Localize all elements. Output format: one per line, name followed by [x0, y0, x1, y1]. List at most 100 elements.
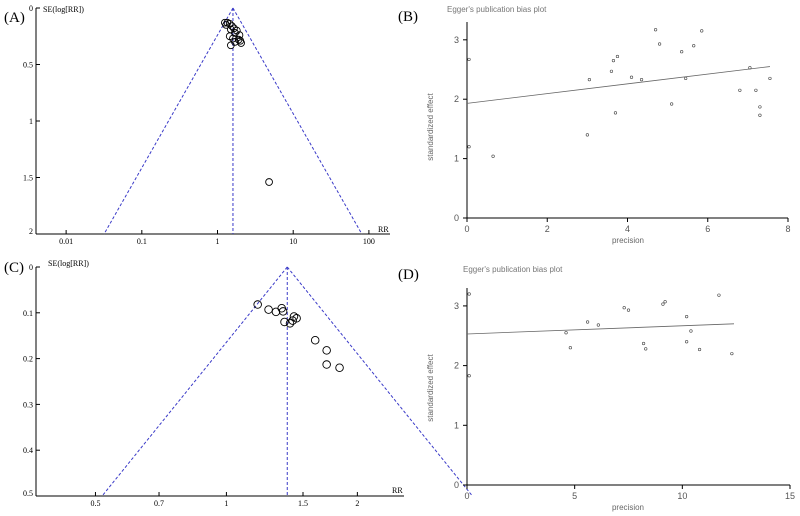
x-tick-label-c: 0.5: [90, 499, 100, 508]
study-point-b: [629, 75, 634, 79]
x-axis-title-b: precision: [612, 236, 644, 245]
egger-title-b: Egger's publication bias plot: [447, 5, 547, 14]
y-tick-label-a: 2: [29, 227, 33, 236]
x-tick-label-d: 10: [677, 491, 687, 501]
study-point-c: [310, 336, 320, 345]
study-point-d: [467, 292, 471, 296]
study-point-b: [587, 78, 591, 82]
study-point-d: [641, 341, 646, 346]
y-axis-title-d: standardized effect: [426, 353, 435, 421]
study-point-b: [653, 28, 658, 32]
study-point-d: [622, 306, 626, 310]
panel-label-b: (B): [398, 9, 418, 25]
study-point-d: [730, 352, 734, 356]
study-point-d: [717, 293, 721, 297]
x-tick-label-b: 2: [545, 224, 550, 234]
x-tick-label-c: 1: [224, 499, 228, 508]
x-tick-label-c: 0.7: [154, 499, 164, 508]
study-point-b: [585, 133, 589, 137]
study-point-d: [467, 374, 471, 378]
study-point-d: [689, 329, 693, 333]
study-point-c: [278, 307, 288, 316]
x-tick-label-a: 0.1: [137, 237, 147, 246]
egger-plot-d: (D) Egger's publication bias plot precis…: [398, 265, 795, 512]
study-point-a: [220, 18, 229, 27]
study-point-b: [657, 42, 662, 46]
study-point-c: [322, 360, 331, 369]
y-tick-label-c: 0.4: [23, 446, 33, 455]
x-tick-label-d: 0: [464, 491, 469, 501]
y-tick-label-c: 0: [29, 263, 33, 272]
study-point-d: [685, 340, 689, 344]
x-tick-label-d: 5: [572, 491, 577, 501]
study-point-d: [626, 308, 631, 312]
study-point-d: [685, 315, 689, 319]
funnel-left-bound-c: [101, 266, 288, 497]
egger-title-d: Egger's publication bias plot: [463, 265, 563, 274]
x-axis-title-d: precision: [612, 503, 644, 512]
study-point-b: [758, 113, 762, 117]
y-tick-label-d: 1: [454, 420, 459, 430]
study-point-a: [228, 22, 236, 30]
x-axis-title-a: RR: [378, 225, 389, 234]
y-tick-label-d: 0: [454, 480, 459, 490]
study-point-d: [697, 347, 702, 352]
y-tick-label-a: 0: [29, 4, 33, 13]
regression-line-d: [466, 323, 735, 335]
x-tick-label-a: 100: [363, 237, 375, 246]
y-axis-title-c: SE(log[RR]): [48, 259, 89, 268]
study-point-b: [491, 154, 495, 158]
study-point-b: [748, 66, 752, 70]
study-point-a: [232, 26, 241, 35]
funnel-right-bound-c: [286, 266, 473, 497]
study-point-c: [288, 316, 297, 325]
study-point-a: [237, 39, 245, 47]
y-tick-label-a: 0.5: [23, 61, 33, 70]
study-point-b: [639, 78, 644, 82]
x-tick-label-b: 6: [705, 224, 710, 234]
y-tick-label-d: 3: [454, 301, 459, 311]
study-point-c: [253, 300, 262, 309]
y-tick-label-b: 2: [454, 94, 459, 104]
study-point-b: [738, 88, 742, 92]
study-point-b: [670, 102, 674, 106]
x-tick-label-a: 1: [216, 237, 220, 246]
y-tick-label-a: 1.5: [23, 174, 33, 183]
study-point-b: [613, 111, 618, 115]
funnel-plot-c: (C) SE(log[RR]) RR 0 0.1 0.2 0.3 0.4 0.5 0.5 0.…: [4, 259, 473, 508]
study-point-b: [700, 29, 704, 33]
funnel-right-bound-a: [232, 7, 363, 235]
x-tick-label-a: 10: [289, 237, 297, 246]
study-point-c: [271, 307, 281, 317]
y-tick-label-b: 3: [454, 35, 459, 45]
study-point-c: [280, 317, 289, 327]
funnel-left-bound-a: [103, 7, 234, 235]
x-axis-title-c: RR: [392, 486, 403, 495]
study-point-b: [680, 50, 684, 54]
study-point-a: [231, 29, 239, 37]
study-point-c: [285, 319, 295, 328]
y-axis-title-a: SE(log[RR]): [43, 5, 84, 14]
y-tick-label-c: 0.3: [23, 400, 33, 409]
x-tick-label-b: 0: [464, 224, 469, 234]
y-tick-label-c: 0.5: [23, 489, 33, 498]
study-point-b: [611, 59, 616, 63]
study-point-b: [615, 54, 620, 59]
egger-plot-b: (B) Egger's publication bias plot precis…: [398, 5, 791, 245]
study-point-a: [226, 41, 235, 50]
funnel-plot-a: (A) SE(log[RR]) RR 0 0.5 1 1.5 2 0.01 0.1 1 10 10…: [4, 4, 390, 246]
panel-label-d: (D): [398, 267, 419, 283]
x-tick-label-d: 15: [785, 491, 795, 501]
study-point-d: [644, 347, 648, 351]
panel-label-c: (C): [4, 260, 24, 276]
study-point-c: [289, 312, 299, 321]
y-tick-label-c: 0.1: [23, 309, 33, 318]
study-point-c: [322, 346, 331, 355]
study-point-a: [222, 21, 230, 29]
study-point-a: [235, 31, 244, 39]
y-tick-label-b: 0: [454, 213, 459, 223]
study-point-c: [264, 305, 273, 314]
y-tick-label-a: 1: [29, 117, 33, 126]
study-point-c: [335, 363, 344, 373]
